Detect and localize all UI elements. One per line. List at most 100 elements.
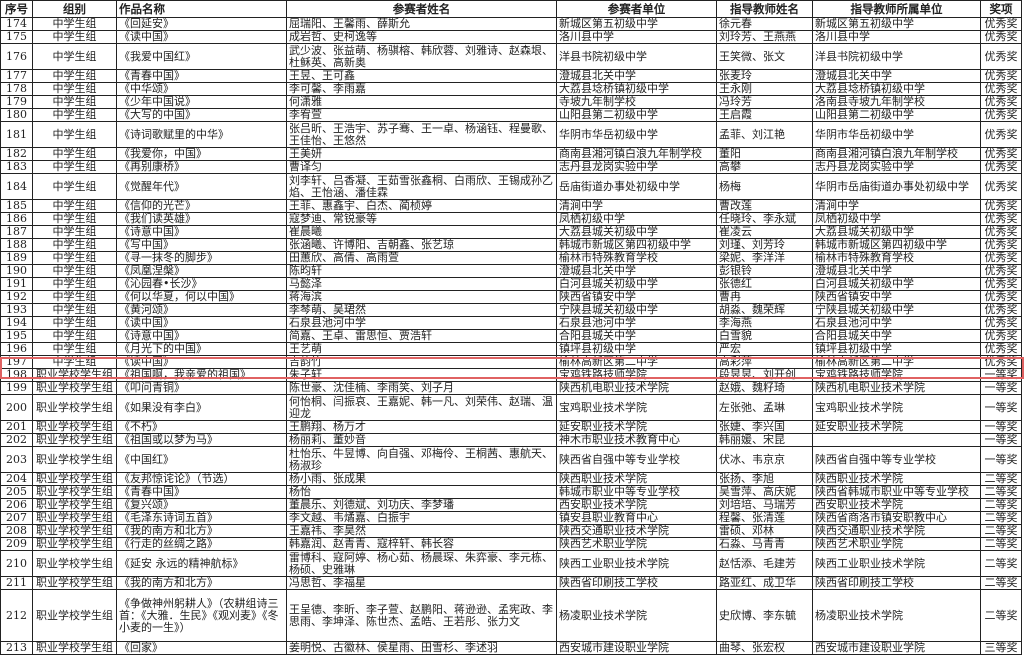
row-participants: 成岩哲、史柯逸等	[286, 30, 557, 44]
row-participant-unit: 韩城市职业中等专业学校	[556, 485, 717, 499]
row-index: 175	[0, 30, 33, 44]
row-participants: 王嘉祎、李昊然	[286, 524, 557, 538]
table-row: 202 职业学校学生组 《祖国或以梦为马》 杨丽莉、董妙音 神木市职业技术教育中心 韩丽媛…	[0, 433, 1022, 447]
row-teacher: 杨梅	[716, 173, 813, 200]
row-work-title: 《我们读英雄》	[116, 212, 287, 226]
row-award: 一等奖	[980, 433, 1022, 447]
row-teacher: 王笑微、张文	[716, 43, 813, 70]
row-index: 208	[0, 524, 33, 538]
row-teacher: 雷硕、邓林	[716, 524, 813, 538]
row-work-title: 《祖国啊，我亲爱的祖国》	[116, 368, 287, 382]
row-participant-unit: 陕西交通职业技术学院	[556, 524, 717, 538]
row-teacher-unit: 宁陕县城关初级中学	[812, 303, 981, 317]
table-row: 208 职业学校学生组 《我的南方和北方》 王嘉祎、李昊然 陕西交通职业技术学院 雷硕、邓…	[0, 524, 1022, 538]
row-index: 177	[0, 69, 33, 83]
row-participant-unit: 白河县城关初级中学	[556, 277, 717, 291]
row-index: 205	[0, 485, 33, 499]
row-participant-unit: 韩城市新城区第四初级中学	[556, 238, 717, 252]
row-award: 一等奖	[980, 368, 1022, 382]
row-group: 职业学校学生组	[32, 420, 117, 434]
row-group: 职业学校学生组	[32, 485, 117, 499]
row-work-title: 《大写的中国》	[116, 108, 287, 122]
row-award: 优秀奖	[980, 251, 1022, 265]
row-teacher: 曹冉	[716, 290, 813, 304]
row-participants: 何潇雅	[286, 95, 557, 109]
row-participants: 雷博科、寇阿婷、杨心茹、杨晨琛、朱弈豪、李元栋、杨硕、史雅琳	[286, 550, 557, 577]
row-teacher-unit: 山阳县第二初级中学	[812, 108, 981, 122]
row-participants: 姜明悦、古徽林、侯星雨、田雪杉、李述羽	[286, 641, 557, 655]
row-group: 职业学校学生组	[32, 472, 117, 486]
row-teacher: 段昱昱、刘开创	[716, 368, 813, 382]
row-group: 职业学校学生组	[32, 524, 117, 538]
table-row: 189 中学生组 《寻一抹冬的脚步》 田蕙欣、高倩、高雨萱 榆林市特殊教育学校 梁妮、李洋…	[0, 251, 1022, 265]
row-work-title: 《争做神州躬耕人》（农耕组诗三首：《大雅．生民》《观刈麦》《冬小麦的一生》）	[116, 589, 287, 642]
row-participant-unit: 寺坡九年制学校	[556, 95, 717, 109]
row-index: 190	[0, 264, 33, 278]
header-award: 奖项	[980, 0, 1022, 18]
row-work-title: 《叩问青铜》	[116, 381, 287, 395]
row-group: 职业学校学生组	[32, 446, 117, 473]
row-teacher-unit: 陕西省韩城市职业中等专业学校	[812, 485, 981, 499]
row-participant-unit: 宁陕县城关初级中学	[556, 303, 717, 317]
table-row: 209 职业学校学生组 《行走的丝绸之路》 韩嘉润、赵青青、寇梓轩、韩长容 陕西艺术职业…	[0, 537, 1022, 551]
row-index: 187	[0, 225, 33, 239]
row-index: 191	[0, 277, 33, 291]
row-work-title: 《友邦惊诧论》（节选）	[116, 472, 287, 486]
row-index: 207	[0, 511, 33, 525]
row-group: 中学生组	[32, 17, 117, 31]
row-work-title: 《信仰的光芒》	[116, 199, 287, 213]
row-work-title: 《黄河颂》	[116, 303, 287, 317]
row-award: 二等奖	[980, 485, 1022, 499]
row-teacher-unit: 华阴市岳庙街道办事处初级中学	[812, 173, 981, 200]
row-award: 优秀奖	[980, 173, 1022, 200]
row-participants: 王美妍	[286, 147, 557, 161]
table-row: 176 中学生组 《我爱中国红》 武少波、张益萌、杨骐榕、韩欣蓉、刘雅诗、赵森垠、杜稣…	[0, 43, 1022, 70]
row-participant-unit: 宝鸡职业技术学院	[556, 394, 717, 421]
row-work-title: 《回家》	[116, 641, 287, 655]
row-participants: 崔晨曦	[286, 225, 557, 239]
row-award: 优秀奖	[980, 147, 1022, 161]
row-teacher: 张德红	[716, 277, 813, 291]
row-group: 职业学校学生组	[32, 641, 117, 655]
row-teacher: 胡淼、魏荣辉	[716, 303, 813, 317]
row-index: 183	[0, 160, 33, 174]
row-teacher: 任晓玲、李永斌	[716, 212, 813, 226]
row-group: 中学生组	[32, 147, 117, 161]
row-award: 二等奖	[980, 511, 1022, 525]
row-teacher-unit	[812, 433, 981, 447]
row-teacher-unit: 延安职业技术学院	[812, 420, 981, 434]
row-group: 职业学校学生组	[32, 498, 117, 512]
row-teacher: 石淼、马青青	[716, 537, 813, 551]
row-participant-unit: 岳庙街道办事处初级中学	[556, 173, 717, 200]
row-work-title: 《我爱你，中国》	[116, 147, 287, 161]
table-body: 174 中学生组 《回延安》 屈瑞阳、王馨雨、薛斯允 新城区第五初级中学 徐元春 新城区第五…	[0, 17, 1022, 655]
row-index: 181	[0, 121, 33, 148]
row-teacher: 徐元春	[716, 17, 813, 31]
row-participant-unit: 大荔县埝桥镇初级中学	[556, 82, 717, 96]
row-index: 174	[0, 17, 33, 31]
row-group: 中学生组	[32, 329, 117, 343]
row-group: 中学生组	[32, 355, 117, 369]
row-participants: 韩嘉润、赵青青、寇梓轩、韩长容	[286, 537, 557, 551]
row-group: 中学生组	[32, 342, 117, 356]
row-award: 三等奖	[980, 641, 1022, 655]
row-index: 201	[0, 420, 33, 434]
row-participant-unit: 合阳县城关中学	[556, 329, 717, 343]
row-teacher-unit: 榆林高新区第二中学	[812, 355, 981, 369]
row-teacher-unit: 志丹县龙岗实验中学	[812, 160, 981, 174]
row-work-title: 《青春中国》	[116, 69, 287, 83]
row-index: 179	[0, 95, 33, 109]
row-teacher-unit: 清涧中学	[812, 199, 981, 213]
row-participant-unit: 西安职业技术学院	[556, 498, 717, 512]
row-teacher: 路亚红、成卫华	[716, 576, 813, 590]
row-group: 中学生组	[32, 225, 117, 239]
row-teacher: 高攀	[716, 160, 813, 174]
row-award: 优秀奖	[980, 264, 1022, 278]
table-row: 213 职业学校学生组 《回家》 姜明悦、古徽林、侯星雨、田雪杉、李述羽 西安城市建设职…	[0, 641, 1022, 655]
table-row: 182 中学生组 《我爱你，中国》 王美妍 商南县湘河镇白浪九年制学校 董阳 商南县湘河镇白…	[0, 147, 1022, 161]
row-participants: 刘李轩、吕香凝、王茹雪张鑫桐、白雨欣、王锡成孙乙焰、王怡涵、潘佳霖	[286, 173, 557, 200]
row-group: 职业学校学生组	[32, 394, 117, 421]
row-group: 中学生组	[32, 290, 117, 304]
table-row: 191 中学生组 《沁园春•长沙》 马懿泽 白河县城关初级中学 张德红 白河县城关初级中学优…	[0, 277, 1022, 291]
row-award: 二等奖	[980, 550, 1022, 577]
